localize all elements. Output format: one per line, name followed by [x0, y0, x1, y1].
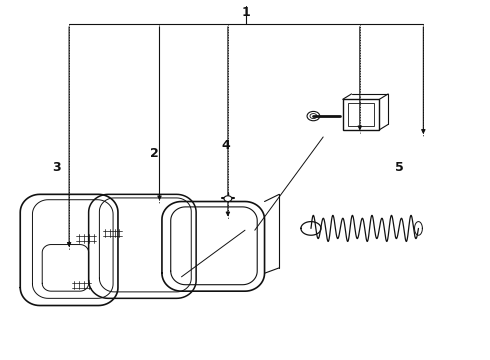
Circle shape — [307, 111, 320, 121]
Circle shape — [310, 113, 317, 118]
Text: 3: 3 — [52, 161, 61, 174]
Text: 5: 5 — [394, 161, 403, 174]
Text: 4: 4 — [221, 139, 230, 152]
Text: 2: 2 — [150, 147, 159, 159]
Text: 1: 1 — [242, 6, 250, 19]
Circle shape — [224, 196, 232, 202]
